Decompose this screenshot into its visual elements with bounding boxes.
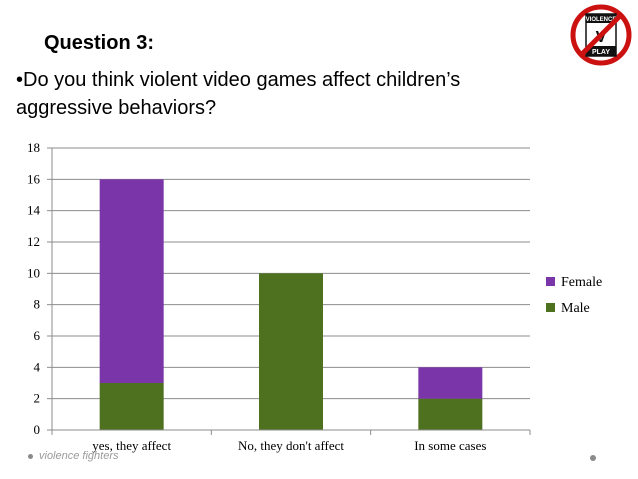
bar-male (259, 273, 323, 430)
bar-female (418, 367, 483, 399)
y-tick-label: 6 (34, 328, 41, 343)
footer: violence fighters (28, 450, 119, 462)
violence-logo: VIOLENCE V PLAY (570, 4, 632, 66)
legend-swatch-female (546, 277, 555, 286)
y-tick-label: 18 (27, 140, 40, 155)
stacked-bar-chart: 0 2 4 6 8 10 12 14 16 18 yes, they affect No, they … (27, 140, 602, 453)
legend-label-male: Male (561, 301, 590, 316)
bar-female (99, 179, 164, 383)
y-tick-label: 16 (27, 171, 41, 186)
slide-heading: Question 3: (44, 32, 155, 54)
y-tick-label: 14 (27, 203, 41, 218)
bar-male (418, 398, 483, 430)
x-tick-label: No, they don't affect (238, 438, 344, 453)
footer-bullet-icon (28, 453, 33, 459)
y-tick-label: 4 (34, 359, 41, 374)
footer-text: violence fighters (39, 450, 119, 462)
legend-swatch-male (546, 303, 555, 312)
y-tick-label: 2 (34, 391, 41, 406)
badge-sub: PLAY (592, 49, 610, 56)
x-tick-label: In some cases (414, 438, 486, 453)
y-tick-label: 10 (27, 265, 40, 280)
y-tick-label: 0 (34, 422, 41, 437)
page-dot-icon (590, 455, 596, 461)
x-tick-label: yes, they affect (92, 438, 171, 453)
badge-title: VIOLENCE (586, 17, 617, 23)
y-tick-label: 8 (34, 297, 41, 312)
question-text: •Do you think violent video games affect… (16, 69, 461, 119)
bar-male (99, 383, 164, 430)
y-tick-label: 12 (27, 234, 40, 249)
legend-label-female: Female (561, 275, 602, 290)
